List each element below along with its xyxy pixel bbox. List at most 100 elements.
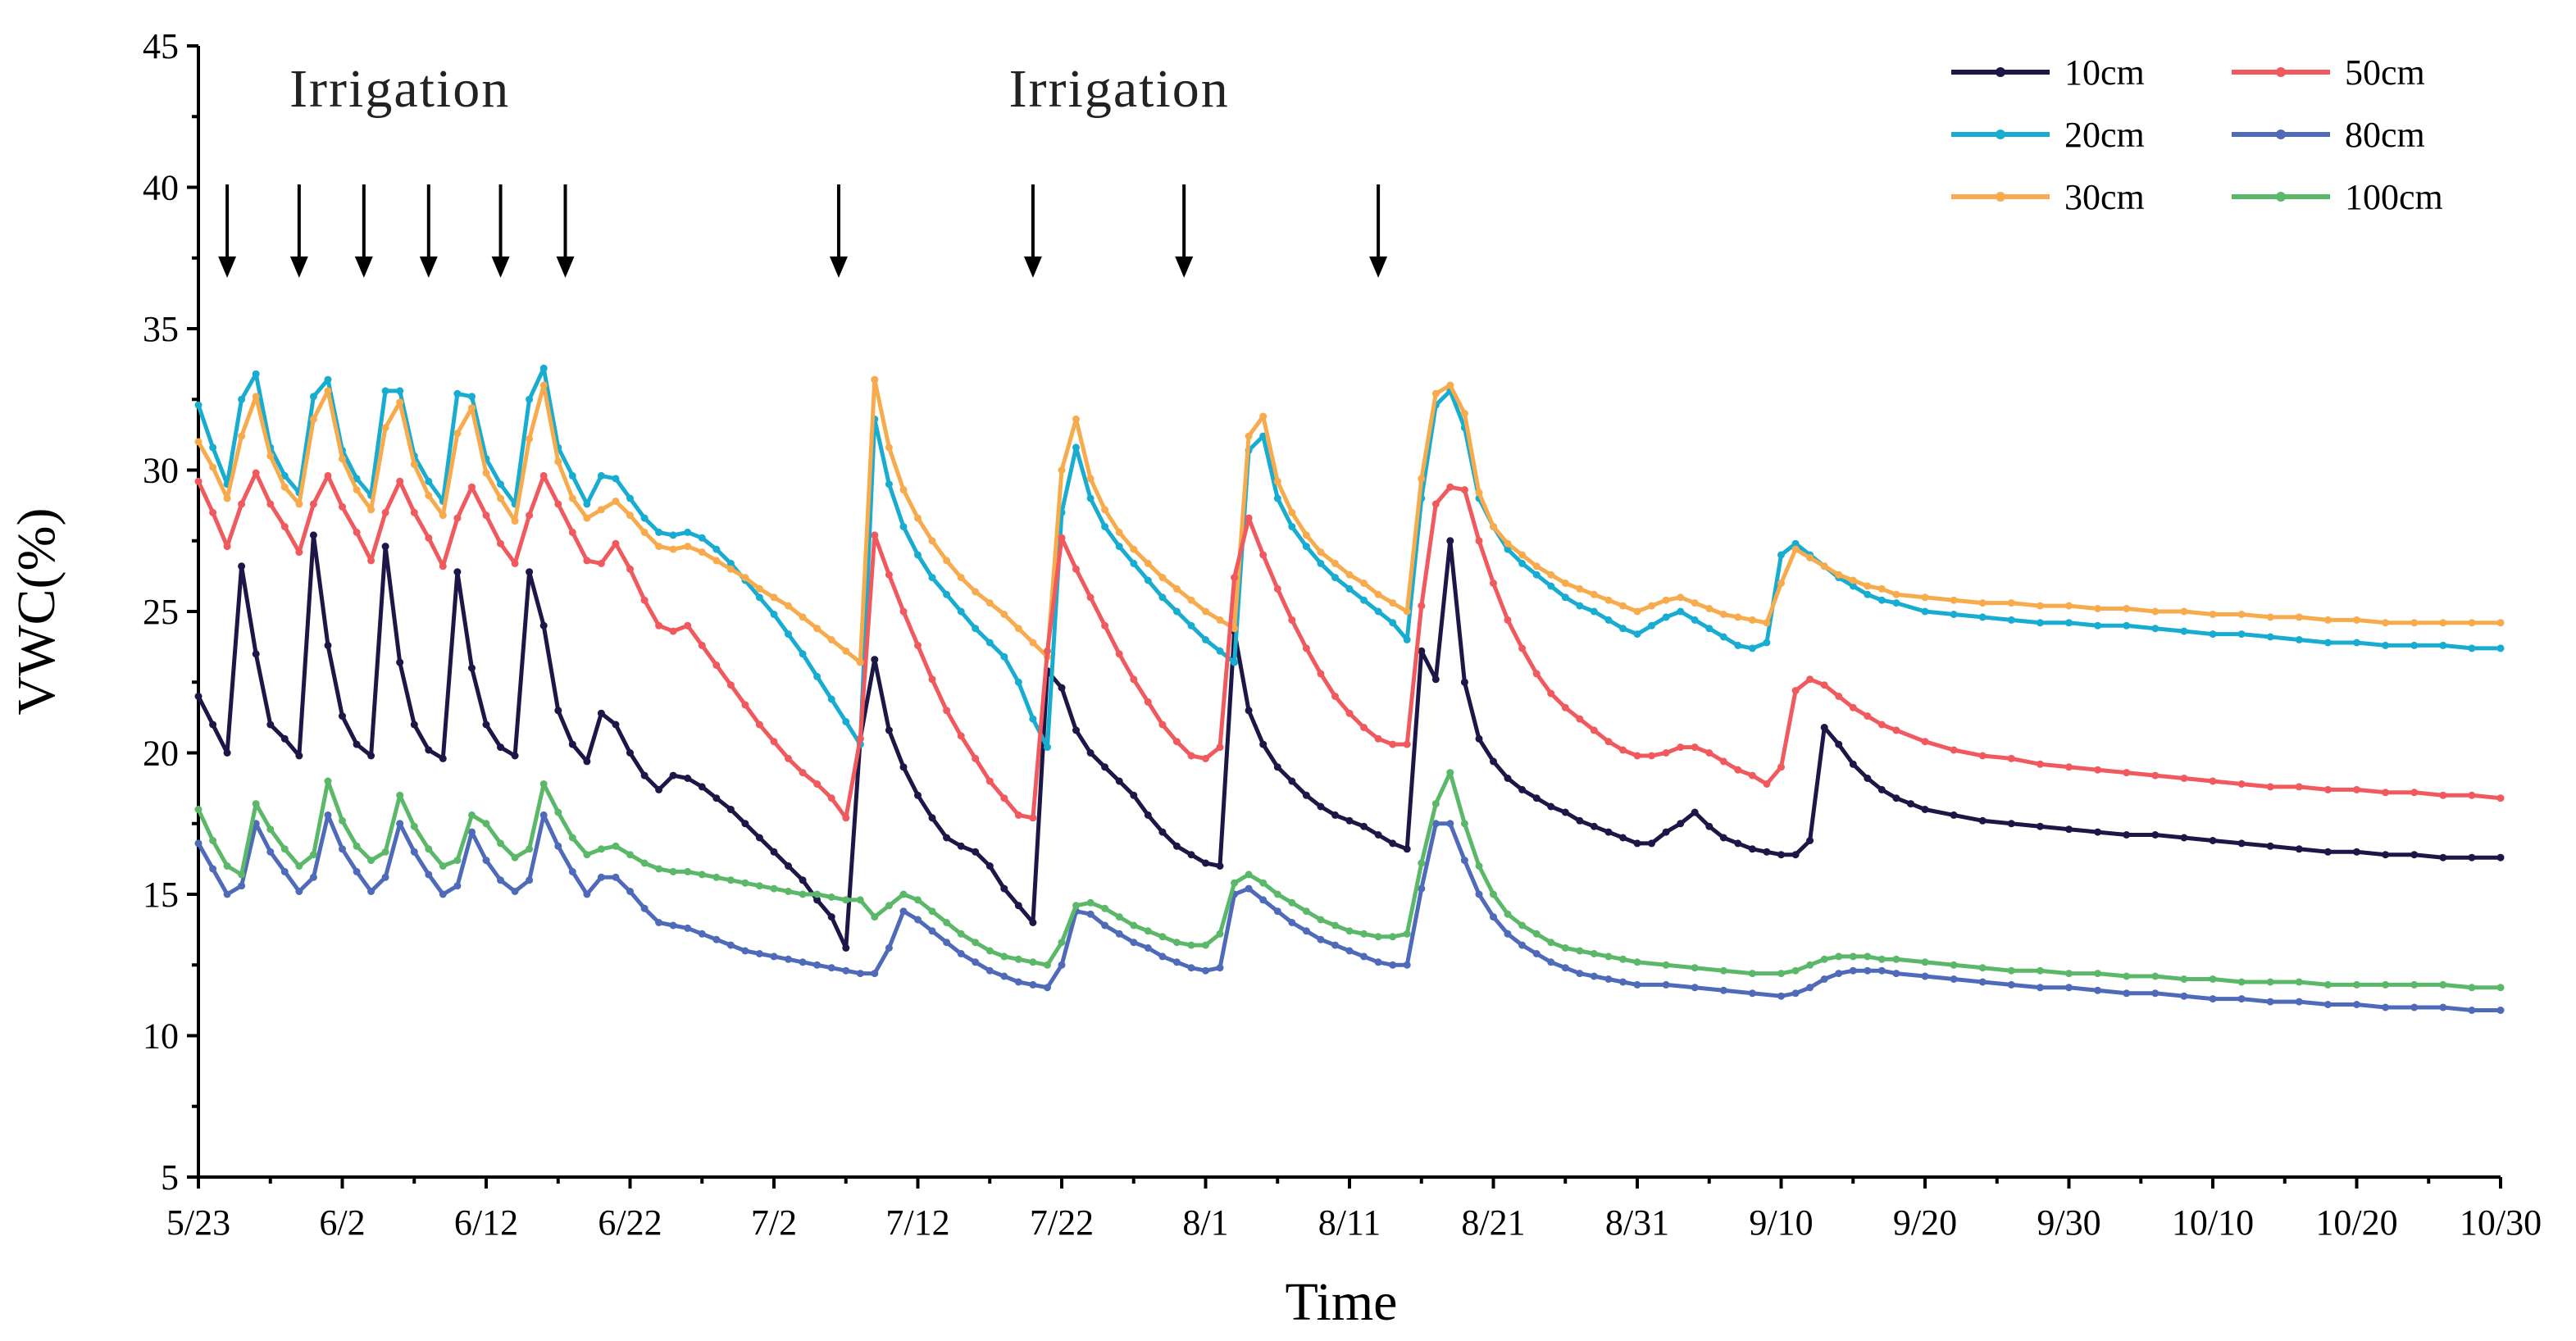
data-point <box>238 882 245 889</box>
data-point <box>612 843 620 850</box>
data-point <box>2180 975 2187 983</box>
data-point <box>799 958 807 966</box>
data-point <box>900 523 908 530</box>
data-point <box>1922 973 1929 980</box>
data-point <box>1202 967 1209 975</box>
data-point <box>2094 970 2101 977</box>
legend-entry-20cm: 20cm <box>1951 115 2145 155</box>
data-point <box>2008 967 2015 975</box>
data-point <box>842 896 849 903</box>
data-point <box>1188 622 1195 630</box>
data-point <box>238 562 245 570</box>
data-point <box>929 927 936 934</box>
data-point <box>2382 789 2389 796</box>
irrigation-arrow <box>355 184 373 278</box>
data-point <box>2238 611 2246 618</box>
data-point <box>1691 743 1699 751</box>
data-point <box>1288 919 1295 926</box>
data-point <box>483 470 490 477</box>
data-point <box>1375 735 1382 743</box>
data-point <box>1821 724 1828 731</box>
data-point <box>2094 605 2101 612</box>
data-point <box>1158 574 1166 581</box>
data-point <box>1878 956 1886 963</box>
data-point <box>684 529 691 536</box>
data-point <box>2180 834 2187 842</box>
data-point <box>1892 726 1900 734</box>
data-point <box>195 693 203 700</box>
data-point <box>2037 761 2044 768</box>
data-point <box>1000 653 1008 661</box>
data-point <box>1360 580 1368 587</box>
data-point <box>670 546 677 553</box>
legend-label: 10cm <box>2064 52 2145 93</box>
data-point <box>712 936 720 943</box>
data-point <box>295 862 303 870</box>
data-point <box>583 891 590 898</box>
data-point <box>1763 848 1770 856</box>
data-point <box>1763 619 1770 626</box>
data-point <box>1389 599 1396 607</box>
data-point <box>1720 834 1727 842</box>
data-point <box>785 602 792 610</box>
data-point <box>2410 789 2418 796</box>
data-point <box>1130 939 1137 946</box>
data-point <box>1476 537 1483 544</box>
data-point <box>2210 837 2217 844</box>
data-point <box>396 792 403 799</box>
data-point <box>1691 964 1699 971</box>
data-point <box>626 749 634 757</box>
data-point <box>209 721 216 729</box>
data-point <box>468 811 476 819</box>
data-point <box>828 636 835 643</box>
legend: 10cm 50cm 20cm 80cm 30cm 100cm <box>1951 52 2443 217</box>
x-tick-label: 9/30 <box>2037 1202 2100 1243</box>
data-point <box>2267 783 2274 790</box>
data-point <box>2065 763 2073 771</box>
x-axis-title: Time <box>1286 1272 1398 1332</box>
legend-entry-80cm: 80cm <box>2232 115 2425 155</box>
data-point <box>224 543 231 550</box>
data-point <box>1130 546 1137 553</box>
data-point <box>209 464 216 471</box>
data-point <box>1015 625 1022 632</box>
data-point <box>1015 979 1022 986</box>
data-point <box>1303 927 1310 934</box>
data-point <box>512 888 519 895</box>
data-point <box>1173 738 1181 745</box>
data-point <box>1878 721 1886 729</box>
data-point <box>382 509 389 516</box>
series-20cm <box>195 365 2505 751</box>
data-point <box>771 952 778 960</box>
data-point <box>1274 891 1281 898</box>
x-tick-label: 8/1 <box>1182 1202 1228 1243</box>
irrigation-arrow <box>1369 184 1387 278</box>
data-point <box>641 772 649 780</box>
data-point <box>1734 839 1741 847</box>
data-point <box>1950 747 1958 754</box>
data-point <box>727 942 735 949</box>
data-point <box>871 376 878 384</box>
data-point <box>1979 979 1987 986</box>
data-point <box>238 433 245 440</box>
data-point <box>741 701 749 708</box>
data-point <box>799 650 807 657</box>
data-point <box>598 560 605 567</box>
data-point <box>1835 571 1842 579</box>
x-tick-label: 6/12 <box>454 1202 518 1243</box>
data-point <box>2296 998 2303 1006</box>
data-point <box>1303 531 1310 539</box>
data-point <box>1217 743 1224 751</box>
data-point <box>712 557 720 564</box>
data-point <box>1331 922 1339 930</box>
data-point <box>439 862 447 870</box>
data-point <box>1446 769 1454 776</box>
data-point <box>1130 922 1137 930</box>
data-point <box>1878 585 1886 593</box>
data-point <box>2296 636 2303 643</box>
legend-marker <box>2276 192 2286 202</box>
data-point <box>1792 967 1800 975</box>
data-point <box>799 876 807 884</box>
data-point <box>2210 630 2217 638</box>
data-point <box>1634 958 1641 966</box>
